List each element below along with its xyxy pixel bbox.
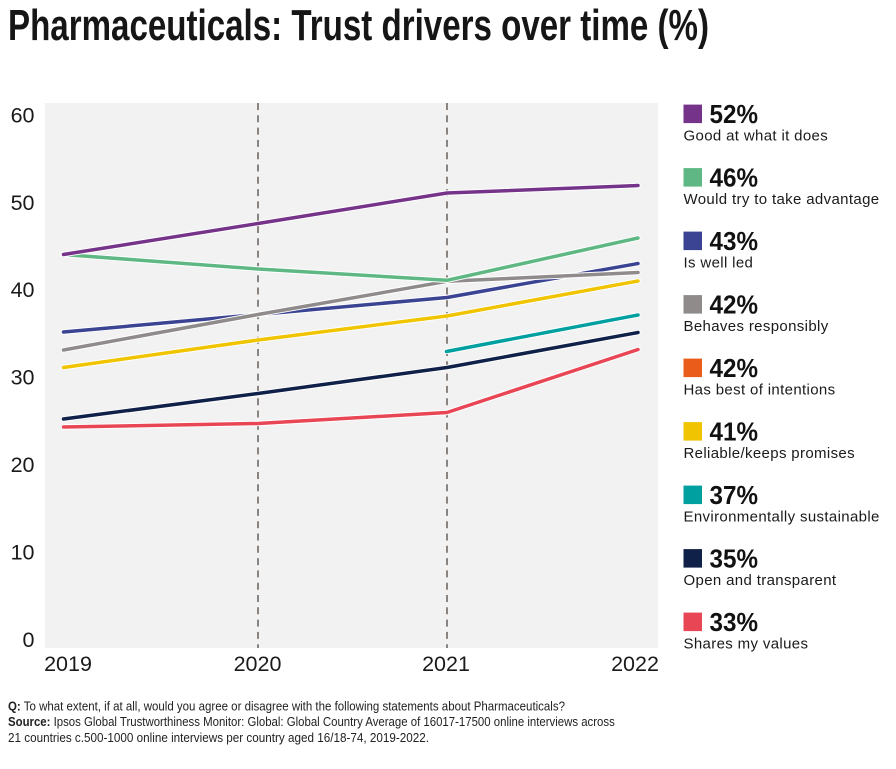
- svg-text:Good at what it does: Good at what it does: [684, 127, 829, 144]
- svg-text:Would try to take advantage: Would try to take advantage: [684, 191, 880, 208]
- svg-text:41%: 41%: [710, 417, 759, 447]
- svg-text:42%: 42%: [710, 290, 759, 320]
- svg-text:2022: 2022: [611, 652, 659, 676]
- svg-text:10: 10: [11, 540, 35, 564]
- svg-text:2019: 2019: [44, 652, 92, 676]
- svg-text:30: 30: [11, 366, 35, 390]
- svg-text:43%: 43%: [710, 226, 759, 256]
- svg-text:Environmentally sustainable: Environmentally sustainable: [684, 508, 880, 525]
- svg-text:46%: 46%: [710, 163, 759, 193]
- svg-text:2021: 2021: [422, 652, 470, 676]
- svg-text:40: 40: [11, 278, 35, 302]
- svg-text:60: 60: [11, 103, 35, 127]
- svg-text:52%: 52%: [710, 99, 759, 129]
- svg-text:37%: 37%: [710, 480, 759, 510]
- svg-text:0: 0: [23, 628, 35, 652]
- svg-text:35%: 35%: [710, 544, 759, 574]
- svg-text:42%: 42%: [710, 353, 759, 383]
- svg-text:Shares my values: Shares my values: [684, 635, 809, 652]
- svg-text:Pharmaceuticals: Trust drivers: Pharmaceuticals: Trust drivers over time…: [8, 2, 709, 50]
- svg-text:Open and transparent: Open and transparent: [684, 572, 837, 589]
- svg-text:20: 20: [11, 453, 35, 477]
- svg-text:Source: Ipsos Global Trustwort: Source: Ipsos Global Trustworthiness Mon…: [8, 714, 615, 729]
- svg-text:Q: To what extent, if at all,: Q: To what extent, if at all, would you …: [8, 699, 565, 714]
- svg-text:Reliable/keeps promises: Reliable/keeps promises: [684, 445, 855, 462]
- svg-text:Has best of intentions: Has best of intentions: [684, 381, 836, 398]
- svg-text:21 countries c.500-1000 online: 21 countries c.500-1000 online interview…: [8, 730, 429, 745]
- svg-text:Behaves responsibly: Behaves responsibly: [684, 318, 829, 335]
- svg-text:33%: 33%: [710, 607, 759, 637]
- svg-text:Is well led: Is well led: [684, 254, 754, 271]
- svg-text:50: 50: [11, 191, 35, 215]
- svg-text:2020: 2020: [234, 652, 282, 676]
